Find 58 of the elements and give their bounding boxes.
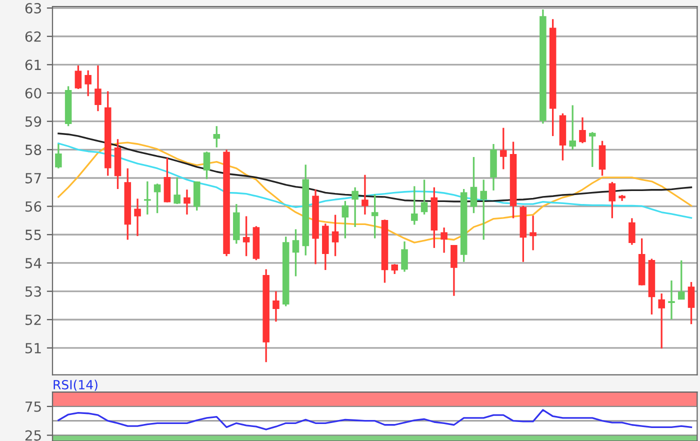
candlestick: [342, 200, 349, 240]
y-tick-label: 52: [25, 314, 41, 326]
y-tick-label: 53: [25, 286, 41, 297]
candlestick: [628, 217, 636, 246]
candlestick: [184, 188, 190, 216]
candlestick: [668, 280, 675, 320]
candlestick: [420, 178, 428, 216]
candlestick: [500, 127, 507, 170]
y-tick-label: 75: [26, 402, 41, 412]
candlestick: [530, 214, 536, 252]
candlestick: [332, 214, 339, 257]
candlestick: [450, 244, 458, 297]
candlestick: [213, 125, 220, 148]
y-tick-label: 60: [25, 88, 42, 98]
line-series: [58, 409, 692, 430]
candlestick: [371, 194, 378, 240]
y-tick-label: 61: [25, 60, 41, 70]
y-tick-label: 25: [25, 430, 41, 441]
y-tick-label: 58: [25, 144, 42, 156]
candlestick: [440, 226, 448, 254]
candlestick: [411, 185, 418, 226]
y-tick-label: 63: [25, 3, 41, 14]
y-tick-label: 62: [25, 31, 41, 42]
candlestick: [74, 64, 82, 90]
candlestick: [154, 182, 161, 214]
y-tick-label: 57: [25, 173, 41, 184]
line-series: [58, 142, 692, 244]
candlestick: [658, 292, 665, 350]
candlestick: [579, 116, 586, 144]
candlestick: [84, 70, 92, 97]
y-tick-label: 51: [25, 343, 41, 354]
candlestick: [352, 186, 358, 228]
candlestick: [362, 174, 368, 216]
candlestick: [55, 143, 62, 170]
candlestick: [678, 260, 685, 300]
candlestick: [203, 150, 210, 180]
candlestick: [272, 290, 280, 322]
candlestick: [94, 64, 102, 112]
candlestick: [391, 263, 398, 275]
candlestick: [569, 104, 576, 150]
candlestick: [470, 156, 478, 214]
candlestick: [144, 180, 151, 216]
candlestick: [401, 240, 408, 273]
candlestick: [134, 198, 141, 237]
candlestick: [598, 140, 606, 177]
y-tick-label: 54: [25, 258, 42, 268]
candlestick: [292, 228, 300, 278]
candlestick: [688, 281, 695, 325]
candlestick: [480, 178, 488, 241]
candlestick: [608, 181, 616, 220]
line-series: [58, 142, 692, 219]
candlestick: [589, 131, 596, 168]
y-tick-label: 56: [25, 201, 42, 212]
y-tick-label: 59: [25, 116, 42, 127]
candlestick: [242, 215, 250, 257]
candlestick: [174, 176, 180, 205]
y-tick-label: 55: [25, 230, 41, 240]
chart-title: RSI(14): [54, 380, 98, 391]
